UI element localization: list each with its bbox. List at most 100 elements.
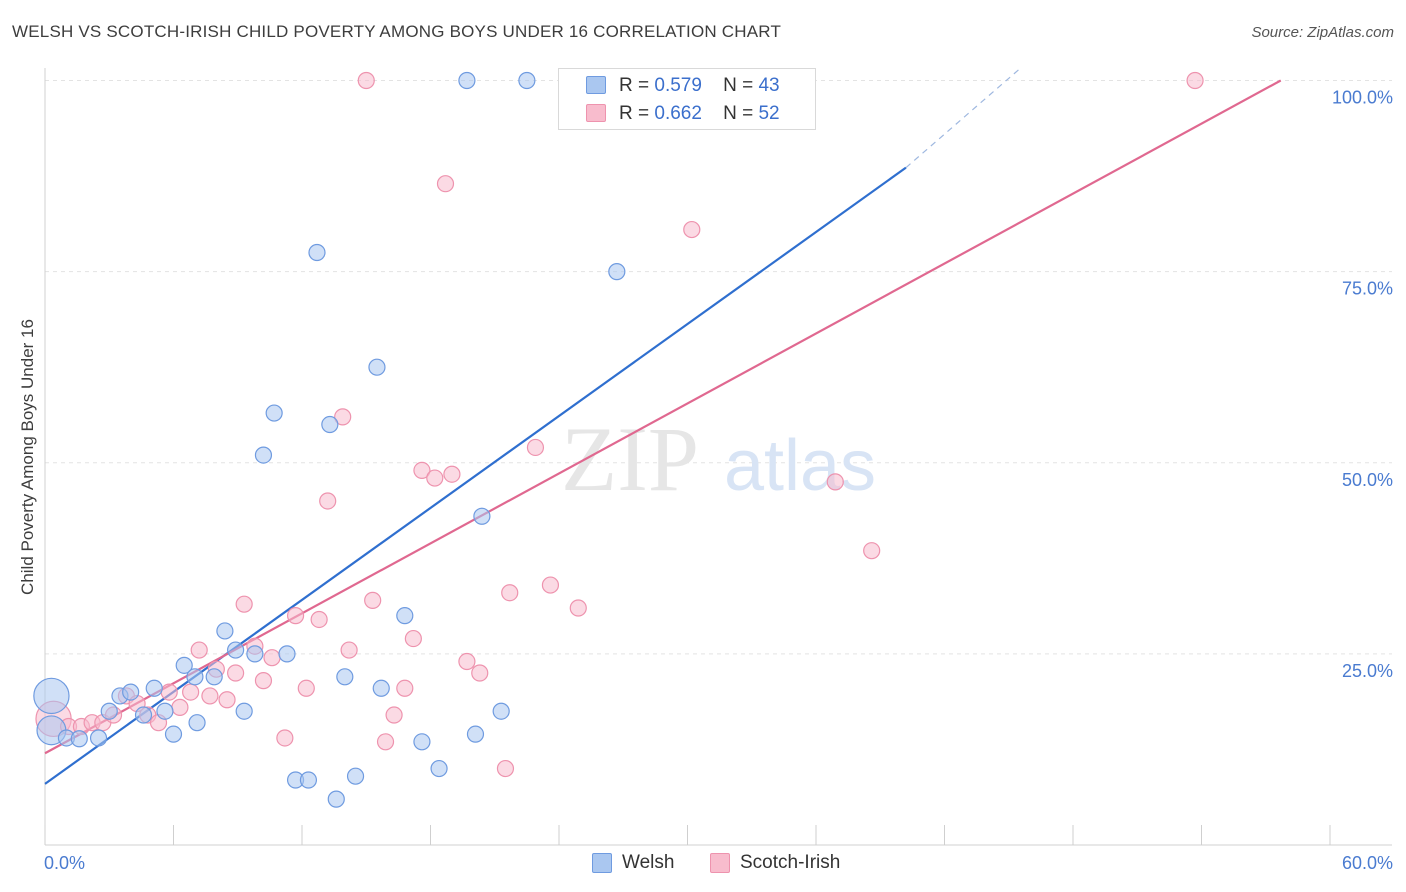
welsh-legend-swatch: [592, 853, 612, 873]
scotch-irish-point: [458, 652, 476, 671]
welsh-point: [186, 668, 204, 686]
welsh-point: [327, 790, 345, 808]
scotch-irish-swatch: [586, 104, 606, 122]
welsh-r-label: R =: [619, 75, 650, 96]
scotch-irish-point: [385, 706, 403, 724]
welsh-point: [175, 656, 193, 674]
scotch-irish-point: [436, 175, 455, 193]
scotch-irish-point: [501, 584, 519, 602]
scotch-irish-point: [286, 607, 305, 625]
scotch-irish-point: [310, 610, 328, 629]
scotch-irish-point: [357, 71, 375, 90]
legend-row-scotch-irish: R = 0.662 N = 52: [586, 102, 780, 126]
scotch-irish-point: [443, 465, 461, 483]
scotch-irish-legend-label: Scotch-Irish: [740, 852, 841, 873]
scotch-irish-point: [863, 542, 881, 560]
watermark: ZIP atlas: [561, 408, 876, 510]
welsh-point: [164, 725, 183, 743]
welsh-point: [346, 767, 365, 785]
welsh-n-label: N =: [723, 75, 754, 96]
welsh-point: [321, 415, 339, 434]
scotch-irish-point: [201, 687, 219, 705]
welsh-point: [458, 71, 476, 90]
scotch-irish-point: [826, 473, 844, 491]
welsh-point: [188, 714, 206, 732]
legend-item-scotch-irish[interactable]: Scotch-Irish: [710, 852, 840, 874]
legend-item-welsh[interactable]: Welsh: [592, 852, 674, 874]
x-tick-label: 0.0%: [44, 853, 85, 873]
y-tick-label: 25.0%: [1342, 661, 1393, 681]
scotch-irish-point: [413, 461, 431, 479]
welsh-point: [396, 607, 414, 625]
scotch-irish-point: [541, 576, 560, 594]
scotch-irish-point: [526, 438, 545, 457]
scotch-irish-point: [190, 641, 208, 659]
scotch-irish-point: [426, 469, 444, 487]
source-credit: Source: ZipAtlas.com: [1251, 24, 1394, 41]
welsh-point: [492, 702, 510, 720]
welsh-point: [336, 668, 354, 686]
welsh-legend-label: Welsh: [622, 852, 675, 873]
welsh-point: [205, 668, 223, 686]
scotch-irish-point: [160, 683, 178, 701]
scotch-irish-point: [182, 683, 200, 701]
scotch-irish-point: [171, 698, 189, 716]
welsh-point: [473, 507, 491, 525]
welsh-point: [368, 358, 386, 376]
scotch-irish-n-label: N =: [723, 103, 754, 124]
x-tick-label: 60.0%: [1342, 853, 1393, 873]
series-legend: Welsh Scotch-Irish: [0, 852, 1406, 878]
scotch-irish-r-label: R =: [619, 103, 650, 124]
scotch-irish-legend-swatch: [710, 853, 730, 873]
watermark-zip: ZIP: [561, 408, 699, 510]
scotch-irish-point: [227, 664, 245, 682]
scotch-irish-point: [319, 492, 337, 510]
welsh-point: [156, 702, 174, 720]
axes: [44, 68, 1392, 846]
welsh-point: [372, 679, 390, 697]
correlation-legend: R = 0.579 N = 43 R = 0.662 N = 52: [558, 68, 816, 130]
scotch-irish-point: [340, 641, 358, 659]
scotch-irish-point: [297, 679, 315, 697]
welsh-point: [299, 771, 318, 789]
welsh-point: [278, 645, 296, 663]
welsh-point: [518, 71, 536, 90]
y-tick-label: 100.0%: [1332, 88, 1393, 108]
welsh-point: [430, 759, 448, 778]
welsh-point: [89, 729, 108, 747]
grid-lines: [45, 80, 1392, 655]
y-tick-label: 75.0%: [1342, 279, 1393, 299]
y-tick-label: 50.0%: [1342, 470, 1393, 490]
welsh-point: [33, 677, 70, 715]
data-points: [33, 71, 1204, 808]
welsh-point: [413, 733, 431, 751]
scotch-irish-point: [235, 595, 253, 613]
scotch-irish-point: [364, 591, 382, 609]
watermark-atlas: atlas: [724, 426, 876, 506]
welsh-point: [122, 683, 140, 701]
welsh-swatch: [586, 76, 606, 94]
scotch-irish-point: [1186, 71, 1204, 90]
scotch-irish-point: [276, 729, 294, 747]
scotch-irish-point: [496, 759, 515, 778]
scotch-irish-point: [376, 733, 395, 751]
scotch-irish-point: [404, 629, 422, 648]
welsh-point: [466, 725, 485, 743]
welsh-point: [145, 679, 163, 697]
chart-title: WELSH VS SCOTCH-IRISH CHILD POVERTY AMON…: [12, 22, 782, 41]
scotch-irish-point: [569, 599, 587, 617]
scotch-irish-point: [254, 672, 273, 690]
welsh-trend-extension: [905, 68, 1020, 169]
scotch-irish-point: [218, 691, 236, 709]
welsh-point: [308, 243, 326, 262]
tick-labels: 25.0% 50.0% 75.0% 100.0% 0.0% 60.0%: [44, 88, 1393, 874]
welsh-point: [227, 641, 245, 659]
welsh-point: [246, 645, 264, 663]
welsh-point: [265, 404, 283, 422]
welsh-point: [216, 622, 234, 640]
welsh-point: [100, 702, 118, 720]
scotch-irish-point: [396, 679, 414, 697]
welsh-point: [235, 702, 253, 720]
welsh-point: [70, 730, 88, 748]
